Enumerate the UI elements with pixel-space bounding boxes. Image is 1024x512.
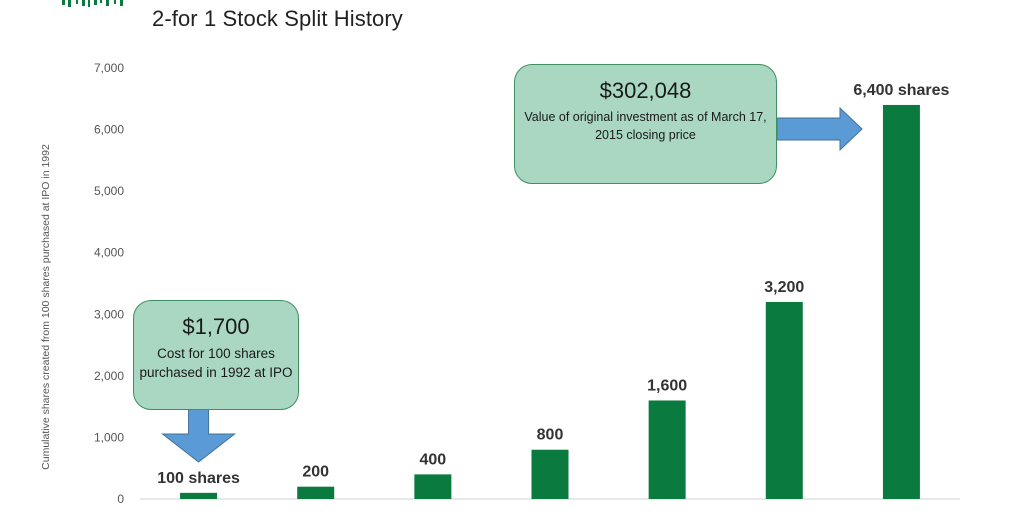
y-tick-label: 7,000 [94,61,124,75]
bar-data-label: 100 shares [157,470,240,487]
y-tick-label: 6,000 [94,123,124,137]
axis-group: 0 1,000 2,000 3,000 4,000 5,000 6,000 7,000 [94,61,960,506]
bar [180,492,218,499]
value-amount: $302,048 [599,78,692,103]
bar [297,486,335,499]
y-tick-label: 5,000 [94,184,124,198]
bar [414,474,452,499]
arrows-group [161,106,863,463]
y-tick-label: 0 [117,492,124,506]
bar [531,449,569,499]
bar [648,400,686,499]
cost-amount: $1,700 [182,314,250,339]
bar-data-label: 800 [537,427,564,444]
data-labels-group: 100 shares 200 400 800 1,600 3,200 6,400 share… [157,82,949,487]
down-arrow-icon [161,406,237,463]
bar-data-label: 6,400 shares [853,82,949,99]
bar [765,301,803,499]
value-callout: $302,048 Value of original investment as… [514,64,777,184]
y-tick-label: 3,000 [94,307,124,321]
y-tick-label: 4,000 [94,246,124,260]
y-tick-label: 1,000 [94,430,124,444]
bars-group [180,104,920,499]
bar-data-label: 3,200 [764,279,804,296]
y-axis-label: Cumulative shares created from 100 share… [40,144,52,470]
cost-description: Cost for 100 shares purchased in 1992 at… [139,346,293,380]
chart-title: 2-for 1 Stock Split History [152,6,403,31]
bar-data-label: 1,600 [647,377,687,394]
logo-fragment [62,0,123,7]
y-tick-label: 2,000 [94,369,124,383]
bar-data-label: 200 [302,464,329,481]
bar [882,104,920,499]
value-description: Value of original investment as of March… [524,110,767,142]
bar-data-label: 400 [420,451,447,468]
cost-callout: $1,700 Cost for 100 shares purchased in … [133,300,299,410]
right-arrow-icon [776,106,863,152]
